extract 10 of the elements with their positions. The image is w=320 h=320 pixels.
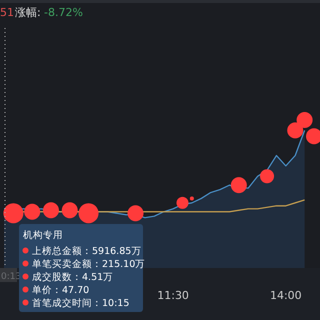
- text: -8.72%: [44, 6, 83, 19]
- annotation: 机构专用: [23, 229, 63, 241]
- tooltip-panel: 机构专用 上榜总金额：5916.85万 单笔买卖金额：215.10万 成交股数：4.51万 单价：47.70 首笔成交时间：10:15: [19, 224, 146, 312]
- crosshair-label: 0:13: [0, 268, 22, 282]
- annotation: 单笔买卖金额：215.10万: [32, 258, 146, 270]
- annotation: 上榜总金额：5916.85万: [32, 245, 142, 257]
- text: 涨幅:: [15, 6, 41, 19]
- x-tick-label: 11:30: [157, 289, 189, 302]
- text: 51: [0, 6, 14, 19]
- x-tick-label: 14:00: [270, 289, 302, 302]
